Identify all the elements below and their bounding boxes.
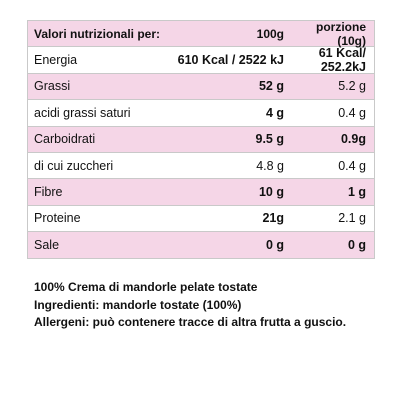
- row-value-portion: 61 Kcal/ 252.2kJ: [318, 46, 366, 75]
- table-row-fibre: Fibre 10 g 1 g: [28, 179, 374, 206]
- row-value-portion: 5.2 g: [338, 79, 366, 94]
- row-value-portion: 0 g: [347, 237, 366, 252]
- row-name: acidi grassi saturi: [34, 105, 131, 120]
- row-value-portion: 0.4 g: [338, 105, 366, 120]
- row-value-100g: 9.5 g: [255, 132, 285, 147]
- row-name: Fibre: [34, 185, 63, 200]
- table-row-proteine: Proteine 21g 2.1 g: [28, 206, 374, 233]
- table-row-grassi: Grassi 52 g 5.2 g: [28, 73, 374, 101]
- allergens-text: Allergeni: può contenere tracce di altra…: [34, 315, 347, 329]
- product-notes: 100% Crema di mandorle pelate tostate In…: [34, 279, 384, 332]
- row-value-portion: 0.4 g: [338, 158, 366, 173]
- header-label: Valori nutrizionali per:: [34, 26, 161, 41]
- row-value-100g: 21g: [262, 211, 284, 226]
- row-value-portion: 0.9g: [340, 132, 366, 147]
- header-col-portion: porzione (10g): [316, 19, 366, 48]
- table-row-carboidrati: Carboidrati 9.5 g 0.9g: [28, 126, 374, 153]
- row-value-portion: 2.1 g: [338, 211, 366, 226]
- nutrition-table: Valori nutrizionali per: 100g porzione (…: [27, 20, 375, 259]
- row-name: Grassi: [34, 79, 71, 94]
- table-row-energia: Energia 610 Kcal / 2522 kJ 61 Kcal/ 252.…: [28, 46, 374, 75]
- row-value-100g: 52 g: [258, 79, 284, 94]
- table-row-di-cui-zuccheri: di cui zuccheri 4.8 g 0.4 g: [28, 153, 374, 180]
- row-name: Carboidrati: [34, 132, 96, 147]
- table-row-sale: Sale 0 g 0 g: [28, 232, 374, 258]
- row-value-100g: 4.8 g: [256, 158, 284, 173]
- row-value-portion: 1 g: [347, 185, 366, 200]
- product-description: 100% Crema di mandorle pelate tostate: [34, 280, 258, 294]
- table-header: Valori nutrizionali per: 100g porzione (…: [28, 19, 374, 48]
- row-name: Proteine: [34, 211, 81, 226]
- row-value-100g: 10 g: [258, 185, 284, 200]
- row-name: Sale: [34, 237, 60, 252]
- row-value-100g: 610 Kcal / 2522 kJ: [177, 53, 284, 68]
- row-value-100g: 4 g: [265, 105, 284, 120]
- ingredients-text: Ingredienti: mandorle tostate (100%): [34, 297, 242, 312]
- row-name: di cui zuccheri: [34, 158, 114, 173]
- header-col-100g: 100g: [256, 26, 284, 41]
- row-name: Energia: [34, 53, 78, 68]
- table-row-acidi-grassi-saturi: acidi grassi saturi 4 g 0.4 g: [28, 100, 374, 127]
- row-value-100g: 0 g: [265, 237, 284, 252]
